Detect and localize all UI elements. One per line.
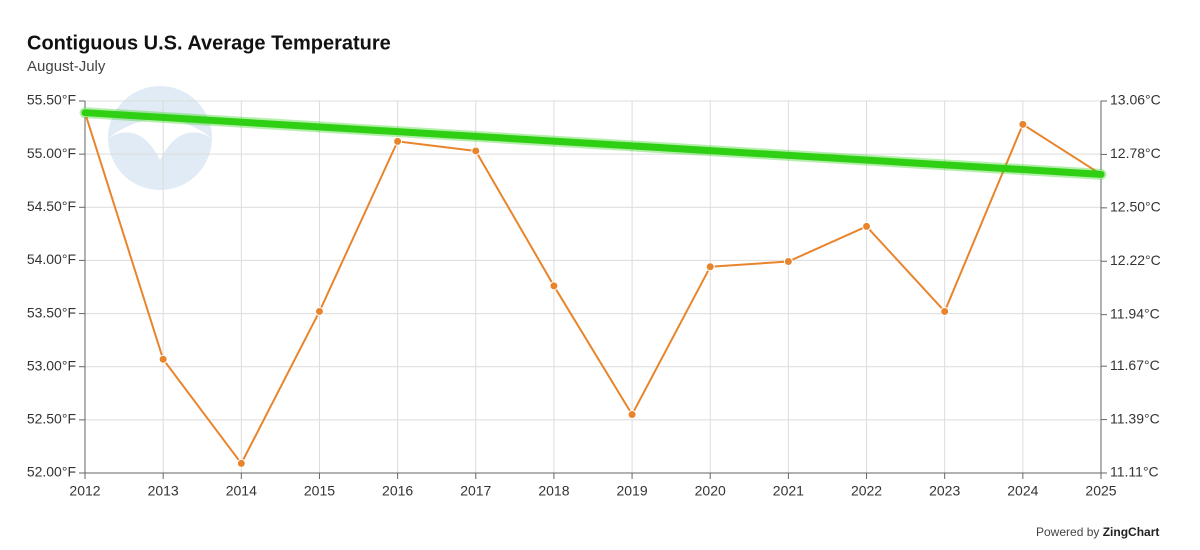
x-tick-label: 2019 [616, 483, 647, 499]
data-point [705, 262, 715, 272]
credit-brand: ZingChart [1103, 525, 1160, 539]
data-line [84, 111, 1102, 465]
y-tick-label: 52.50°F [27, 411, 76, 427]
y-tick-label: 55.50°F [27, 92, 76, 108]
data-point [940, 306, 950, 316]
data-point [627, 410, 637, 420]
chart-subtitle: August-July [27, 58, 106, 75]
y-tick-label: 52.00°F [27, 464, 76, 480]
x-tick-label: 2024 [1007, 483, 1038, 499]
x-tick-label: 2013 [148, 483, 179, 499]
x-tick-label: 2018 [538, 483, 569, 499]
x-tick-label: 2016 [382, 483, 413, 499]
x-tick-label: 2015 [304, 483, 335, 499]
y2-tick-label: 11.94°C [1110, 305, 1160, 321]
data-point [549, 281, 559, 291]
y2-tick-label: 12.22°C [1110, 252, 1161, 268]
credit-prefix: Powered by [1036, 525, 1099, 539]
y-tick-label: 55.00°F [27, 145, 76, 161]
y2-tick-label: 12.78°C [1110, 145, 1161, 161]
data-point [471, 146, 481, 156]
x-tick-label: 2014 [226, 483, 257, 499]
credit: Powered by ZingChart [1036, 525, 1159, 539]
y2-tick-label: 13.06°C [1110, 92, 1161, 108]
data-point [314, 306, 324, 316]
y-tick-label: 54.50°F [27, 198, 76, 214]
x-tick-label: 2023 [929, 483, 960, 499]
data-point [862, 221, 872, 231]
y2-tick-label: 11.39°C [1110, 410, 1160, 426]
y2-tick-label: 11.67°C [1110, 357, 1160, 373]
x-tick-label: 2021 [773, 483, 804, 499]
y2-tick-label: 12.50°C [1110, 199, 1161, 215]
data-point [158, 354, 168, 364]
x-tick-label: 2020 [695, 483, 726, 499]
y-tick-label: 53.00°F [27, 357, 76, 373]
noaa-watermark [108, 86, 212, 190]
y-tick-label: 53.50°F [27, 304, 76, 320]
data-point [393, 136, 403, 146]
data-point [1018, 119, 1028, 129]
y-tick-label: 54.00°F [27, 251, 76, 267]
data-point [236, 458, 246, 468]
x-tick-label: 2022 [851, 483, 882, 499]
y2-tick-label: 11.11°C [1110, 464, 1159, 480]
data-point [783, 256, 793, 266]
x-tick-label: 2017 [460, 483, 491, 499]
trend-line [81, 109, 1105, 178]
x-tick-label: 2025 [1085, 483, 1116, 499]
chart-title: Contiguous U.S. Average Temperature [27, 32, 391, 54]
x-tick-label: 2012 [69, 483, 100, 499]
